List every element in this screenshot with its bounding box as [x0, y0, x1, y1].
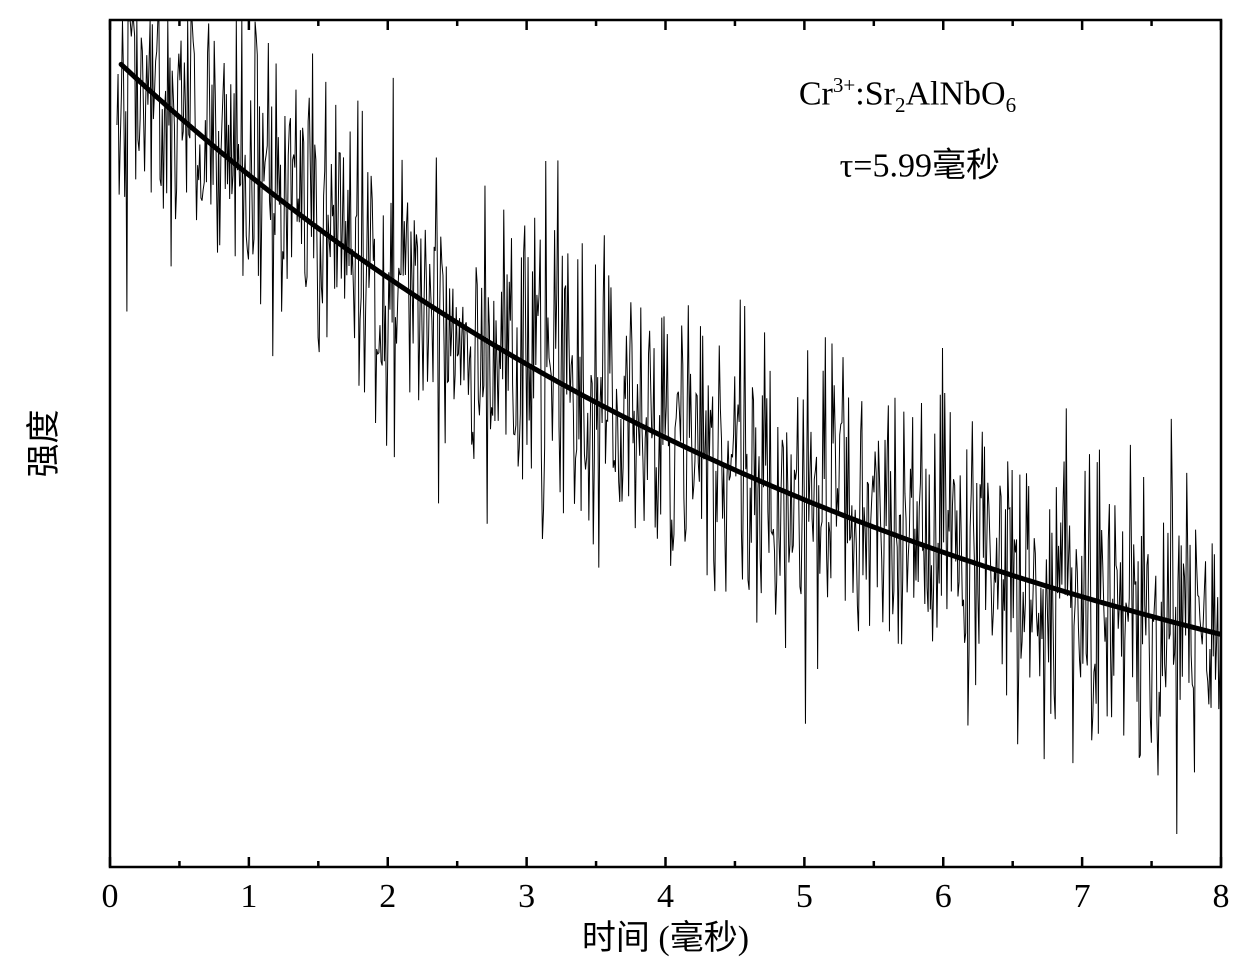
- x-tick-label: 7: [1074, 878, 1091, 915]
- x-tick-label: 5: [796, 878, 813, 915]
- chart-svg: 0 1 2 3 4 5 6 7 8 时间 (毫秒) 强度 Cr3+:Sr2AlNbO6 τ=5.99毫秒: [0, 0, 1239, 962]
- x-tick-label: 0: [102, 878, 119, 915]
- x-tick-label: 4: [657, 878, 674, 915]
- x-tick-label: 1: [240, 878, 257, 915]
- x-tick-label: 2: [379, 878, 396, 915]
- x-tick-label: 6: [935, 878, 952, 915]
- decay-chart: 0 1 2 3 4 5 6 7 8 时间 (毫秒) 强度 Cr3+:Sr2AlNbO6 τ=5.99毫秒: [0, 0, 1239, 962]
- y-axis-label: 强度: [25, 410, 63, 478]
- x-tick-label: 8: [1213, 878, 1230, 915]
- x-tick-label: 3: [518, 878, 535, 915]
- annotation-tau: τ=5.99毫秒: [840, 147, 1000, 185]
- annotation-formula: Cr3+:Sr2AlNbO6: [799, 73, 1016, 117]
- x-axis-label: 时间 (毫秒): [582, 919, 749, 957]
